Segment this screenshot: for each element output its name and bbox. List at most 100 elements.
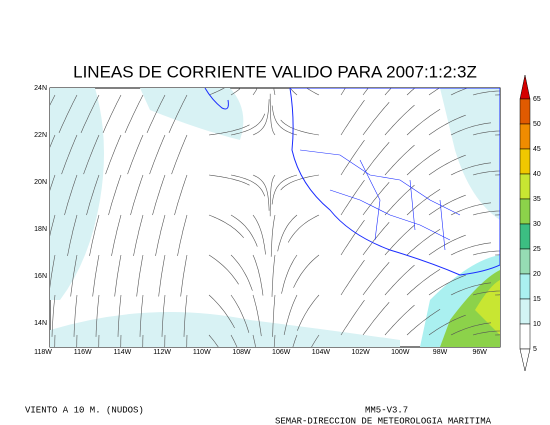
wind-shade [50, 88, 104, 300]
streamline [168, 94, 188, 134]
streamline [54, 334, 56, 347]
colorbar-label: 10 [533, 321, 541, 328]
streamline [428, 154, 466, 176]
streamline [164, 334, 166, 347]
colorbar-label: 50 [533, 121, 541, 128]
footer-credit: SEMAR-DIRECCION DE METEOROLOGIA MARITIMA [275, 416, 492, 425]
streamline [230, 174, 266, 197]
lat-label: 24N [34, 85, 47, 92]
streamline [108, 174, 122, 216]
streamline [306, 88, 320, 96]
lon-label: 108W [232, 349, 251, 356]
map-body [50, 88, 500, 347]
streamline [450, 122, 492, 136]
streamline [50, 134, 56, 148]
streamline [252, 294, 262, 337]
streamline [50, 94, 56, 106]
streamline [472, 130, 500, 136]
streamline [289, 88, 298, 96]
streamline [428, 234, 466, 256]
streamline [208, 254, 239, 285]
streamline [139, 294, 144, 337]
streamline [340, 300, 365, 336]
streamline [450, 202, 492, 216]
streamline [51, 294, 56, 337]
wind-shade [50, 312, 400, 347]
streamline [102, 94, 122, 134]
streamline [450, 282, 492, 296]
lon-label: 116W [74, 349, 92, 356]
streamline [230, 254, 253, 291]
streamline [340, 100, 365, 136]
streamline [384, 104, 415, 136]
streamline [50, 254, 56, 289]
streamline [362, 262, 390, 296]
streamline [149, 134, 166, 175]
streamline [280, 119, 320, 136]
streamline [171, 134, 188, 175]
streamline [86, 174, 100, 216]
streamline [127, 134, 144, 175]
lon-label: 96W [472, 349, 487, 356]
streamline [67, 214, 78, 256]
streamline [111, 214, 122, 256]
lon-label: 110W [193, 349, 211, 356]
streamline [80, 94, 100, 134]
lon-label: 118W [34, 349, 52, 356]
streamline [269, 174, 276, 217]
streamline [208, 214, 244, 239]
streamline [283, 294, 298, 335]
streamline [340, 220, 365, 256]
streamline [384, 144, 415, 176]
streamline [271, 254, 276, 297]
streamline [292, 334, 298, 347]
colorbar-label: 25 [533, 246, 541, 253]
streamline [98, 334, 100, 347]
map-frame [49, 87, 501, 348]
streamline [208, 334, 219, 347]
streamline [293, 254, 320, 288]
colorbar-segment [519, 223, 531, 250]
colorbar-label: 20 [533, 271, 541, 278]
streamline [450, 88, 469, 96]
wind-shade [475, 280, 500, 335]
streamline [428, 114, 466, 136]
colorbar-over [519, 74, 531, 100]
lat-label: 22N [34, 132, 47, 139]
streamline [428, 274, 466, 296]
streamline [92, 254, 100, 297]
colorbar-label: 30 [533, 221, 541, 228]
streamline [73, 294, 78, 337]
streamline [362, 142, 390, 176]
streamline [472, 330, 500, 336]
streamline [450, 162, 492, 176]
footer-left: VIENTO A 10 M. (NUDOS) [25, 405, 144, 415]
streamline [281, 254, 298, 294]
streamline [269, 93, 276, 136]
streamline [406, 229, 441, 256]
colorbar-segment [519, 148, 531, 175]
coastline [204, 88, 229, 110]
streamline [273, 334, 276, 347]
lon-label: 106W [272, 349, 291, 356]
lat-label: 18N [34, 226, 47, 233]
streamline [406, 189, 441, 216]
colorbar-label: 65 [533, 96, 541, 103]
streamline [472, 90, 500, 96]
streamline [230, 113, 266, 136]
wind-shade [140, 88, 244, 140]
streamline [277, 214, 298, 252]
lon-label: 112W [153, 349, 171, 356]
streamlines [50, 88, 500, 347]
streamline [384, 88, 392, 96]
streamline [362, 222, 390, 256]
streamline [340, 260, 365, 296]
streamline [287, 214, 320, 243]
streamline [384, 184, 415, 216]
streamline [158, 254, 166, 297]
streamline [406, 309, 441, 336]
streamline [472, 210, 500, 216]
streamline [271, 105, 298, 136]
streamline [142, 334, 144, 347]
